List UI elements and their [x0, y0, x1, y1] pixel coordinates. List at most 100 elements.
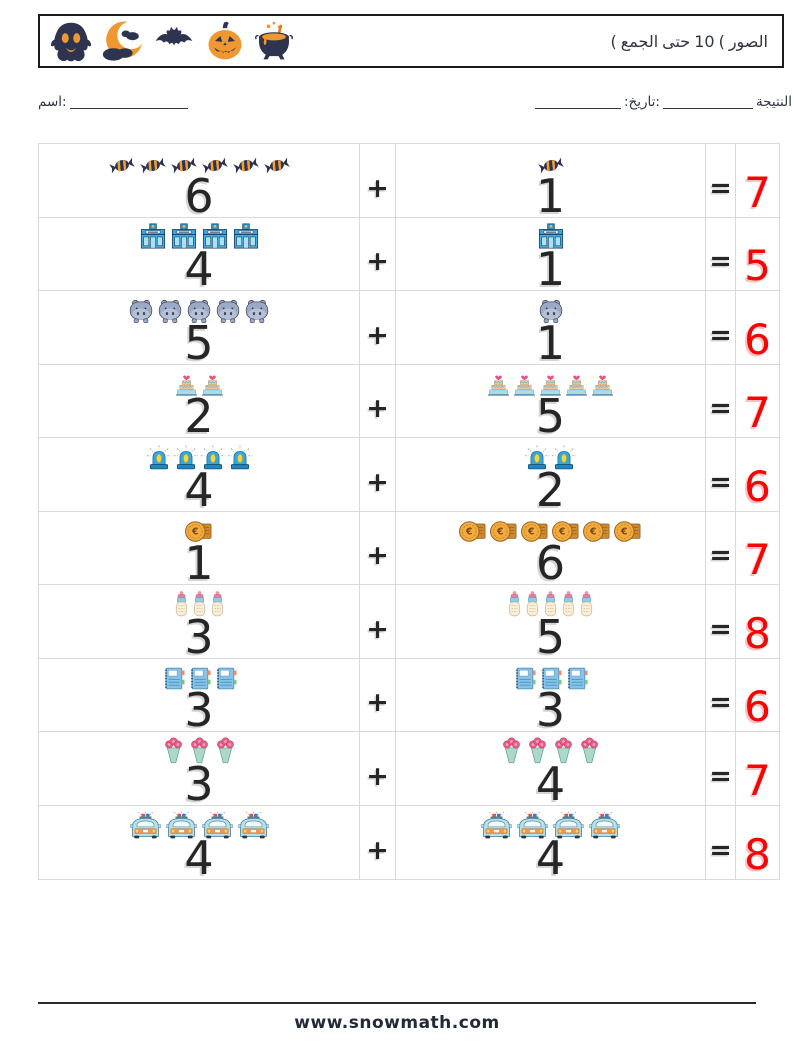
- answer-cell: 6: [735, 291, 779, 364]
- answer-value: 6: [744, 461, 771, 511]
- right-operand-cell: 3: [395, 658, 705, 733]
- answer-cell: 7: [735, 732, 779, 805]
- police-car-icon: [129, 811, 161, 839]
- siren-icon: [226, 444, 253, 469]
- name-blank: [69, 93, 188, 109]
- title-token: الجمع: [620, 31, 659, 51]
- footer-divider: [38, 1002, 756, 1004]
- equals-cell: =: [705, 217, 735, 290]
- equals-sign: =: [709, 760, 732, 792]
- plus-sign: +: [366, 393, 389, 424]
- coin-icon: [583, 521, 610, 542]
- hippo-icon: [245, 299, 269, 323]
- problem-row: 3 +4 = 7: [39, 732, 779, 811]
- candy-icon: [108, 156, 135, 174]
- operand-number: 6: [535, 536, 566, 590]
- answer-cell: 5: [735, 217, 779, 290]
- problem-row: 4 +2 = 6: [39, 438, 779, 517]
- plus-sign: +: [366, 319, 389, 351]
- answer-value: 8: [744, 830, 771, 879]
- baby-bottle-icon: [580, 590, 593, 616]
- operand-number: 5: [535, 609, 566, 664]
- plus-cell: +: [359, 732, 395, 805]
- bouquet-icon: [581, 736, 598, 763]
- equals-cell: =: [705, 805, 735, 879]
- operand-number: 6: [184, 168, 214, 223]
- notebook-icon: [567, 667, 588, 690]
- plus-cell: +: [359, 511, 395, 584]
- coin-icon: [459, 521, 486, 542]
- ghost-icon: [50, 22, 92, 62]
- plus-cell: +: [359, 438, 395, 511]
- right-operand-cell: 4: [395, 805, 705, 885]
- equals-sign: =: [709, 319, 732, 351]
- operand-number: 4: [184, 462, 214, 517]
- name-label: اسم:: [38, 94, 67, 110]
- answer-cell: 8: [735, 585, 779, 658]
- equals-cell: =: [705, 438, 735, 511]
- notebook-icon: [216, 667, 237, 690]
- bouquet-icon: [164, 736, 182, 763]
- candy-icon: [232, 156, 259, 174]
- left-operand-cell: 4: [39, 218, 359, 292]
- operand-number: 1: [535, 168, 566, 223]
- operand-number: 4: [184, 831, 214, 885]
- title-token: (: [610, 31, 617, 51]
- plus-cell: +: [359, 805, 395, 879]
- answer-value: 7: [744, 167, 771, 217]
- title-token: 10: [694, 31, 715, 51]
- cauldron-icon: [255, 21, 293, 61]
- equals-cell: =: [705, 144, 735, 217]
- operand-number: 1: [184, 536, 214, 590]
- plus-cell: +: [359, 144, 395, 217]
- left-operand-cell: 3: [39, 732, 359, 807]
- title-token: الصور: [728, 31, 768, 51]
- answer-value: 7: [744, 755, 771, 805]
- plus-sign: +: [366, 613, 389, 645]
- coin-icon: [614, 521, 641, 542]
- problem-row: 4 +1 = 5: [39, 217, 779, 292]
- result-blank: [662, 93, 753, 109]
- candy-icon: [139, 156, 166, 174]
- right-operand-cell: 4: [395, 732, 705, 811]
- date-blank: [534, 93, 621, 109]
- problem-row: 1 +6 = 7: [39, 511, 779, 590]
- problem-row: 5 +1 = 6: [39, 291, 779, 366]
- operand-number: 4: [535, 756, 566, 811]
- police-car-icon: [237, 811, 269, 839]
- answer-cell: 7: [735, 511, 779, 584]
- operand-number: 3: [184, 609, 214, 664]
- halloween-icon-strip: [48, 18, 296, 64]
- baby-bottle-icon: [508, 590, 521, 616]
- siren-icon: [145, 444, 172, 469]
- answer-value: 7: [744, 535, 771, 584]
- police-station-icon: [233, 223, 258, 249]
- answer-value: 7: [744, 388, 771, 437]
- equals-sign: =: [709, 172, 732, 204]
- plus-cell: +: [359, 291, 395, 364]
- answer-cell: 7: [735, 144, 779, 217]
- equals-sign: =: [709, 540, 732, 571]
- operand-number: 4: [535, 831, 566, 885]
- left-operand-cell: 2: [39, 365, 359, 443]
- moon-icon: [102, 21, 143, 61]
- problems-table: 6 +1 = 7 4 +1 = 5 5 +1 = 6 2 +5 = 7 4 +2 = 6 1 +6 = 7 3 +5 = 8 3 +3 = 6…: [38, 143, 780, 885]
- equals-cell: =: [705, 511, 735, 584]
- cake-icon: [513, 375, 536, 397]
- answer-value: 6: [744, 682, 771, 731]
- notebook-icon: [164, 667, 185, 690]
- answer-value: 6: [744, 314, 771, 364]
- date-label: :تاريخ:: [623, 94, 660, 110]
- plus-sign: +: [366, 466, 389, 498]
- title-token: حتى: [662, 31, 691, 51]
- problem-row: 3 +5 = 8: [39, 585, 779, 664]
- equals-sign: =: [709, 466, 732, 498]
- title-token: (: [718, 31, 725, 51]
- notebook-icon: [515, 667, 536, 690]
- problem-row: 3 +3 = 6: [39, 658, 779, 733]
- equals-cell: =: [705, 585, 735, 658]
- plus-cell: +: [359, 364, 395, 437]
- cake-icon: [591, 375, 614, 397]
- worksheet-title: (الجمع حتى 10(الصور: [610, 32, 768, 51]
- operand-number: 2: [184, 389, 214, 443]
